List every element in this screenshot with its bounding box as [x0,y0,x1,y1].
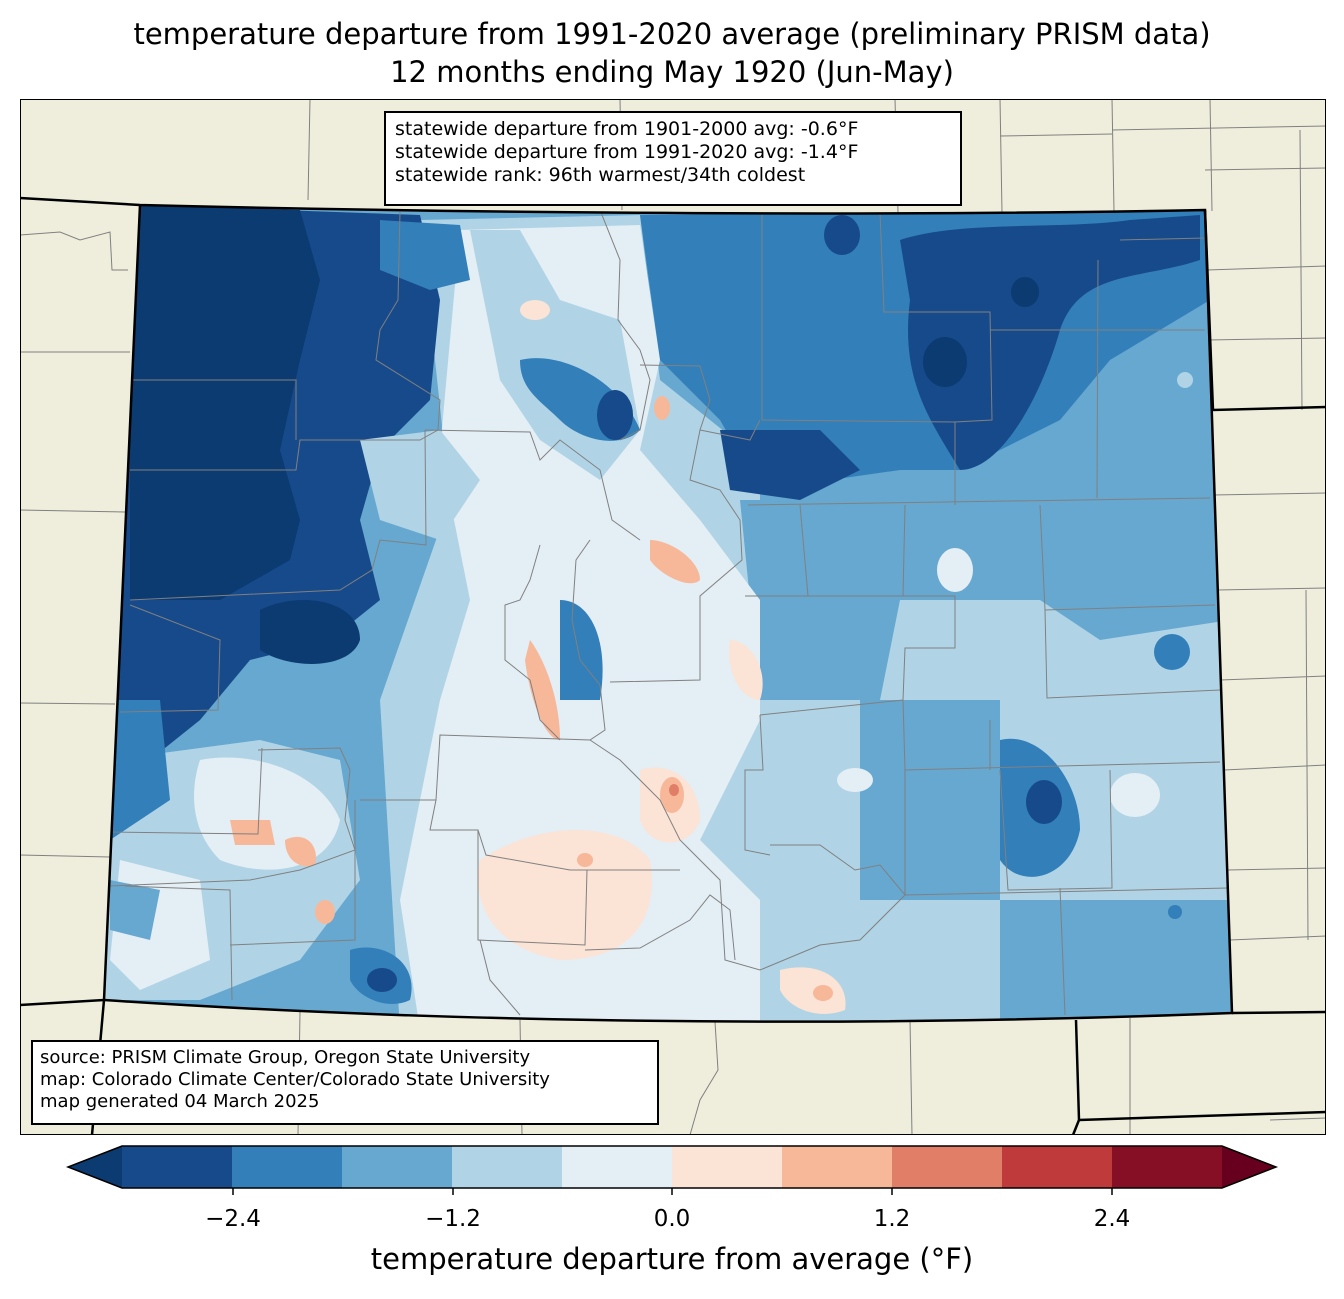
colorbar-extend-low [68,1146,122,1188]
colorado-map [20,99,1326,1135]
map-credit-line: map: Colorado Climate Center/Colorado St… [40,1069,550,1090]
colorbar-segment [1112,1146,1223,1188]
colorbar-segment [342,1146,453,1188]
colorbar-segment [122,1146,233,1188]
stats-line-1901-2000: statewide departure from 1901-2000 avg: … [395,118,859,140]
colorbar-tick-label: 2.4 [1093,1206,1131,1232]
colorbar-segment [892,1146,1003,1188]
stats-line-rank: statewide rank: 96th warmest/34th coldes… [395,164,806,186]
colorbar-segment [562,1146,673,1188]
state-borders [20,196,1326,1135]
source-line: source: PRISM Climate Group, Oregon Stat… [40,1047,531,1068]
colorbar-segment [452,1146,563,1188]
temperature-departure-field [104,205,1232,1022]
colorbar [65,1145,1279,1195]
map-title: temperature departure from 1991-2020 ave… [133,17,1211,51]
colorado-county-lines [109,209,1231,1016]
colorbar-segment [232,1146,343,1188]
colorbar-segment [672,1146,783,1188]
colorbar-segment [782,1146,893,1188]
colorbar-segment [1002,1146,1113,1188]
statewide-stats-box: statewide departure from 1901-2000 avg: … [384,111,962,206]
colorbar-tick-label: 1.2 [873,1206,911,1232]
colorbar-tick-label: −1.2 [425,1206,481,1232]
generated-date-line: map generated 04 March 2025 [40,1091,320,1112]
source-credit-box: source: PRISM Climate Group, Oregon Stat… [31,1040,659,1125]
stats-line-1991-2020: statewide departure from 1991-2020 avg: … [395,141,859,163]
colorbar-label: temperature departure from average (°F) [370,1242,974,1276]
colorbar-extend-high [1222,1146,1276,1188]
map-subtitle: 12 months ending May 1920 (Jun-May) [390,55,954,89]
colorbar-tick-label: 0.0 [653,1206,691,1232]
colorbar-tick-label: −2.4 [205,1206,261,1232]
